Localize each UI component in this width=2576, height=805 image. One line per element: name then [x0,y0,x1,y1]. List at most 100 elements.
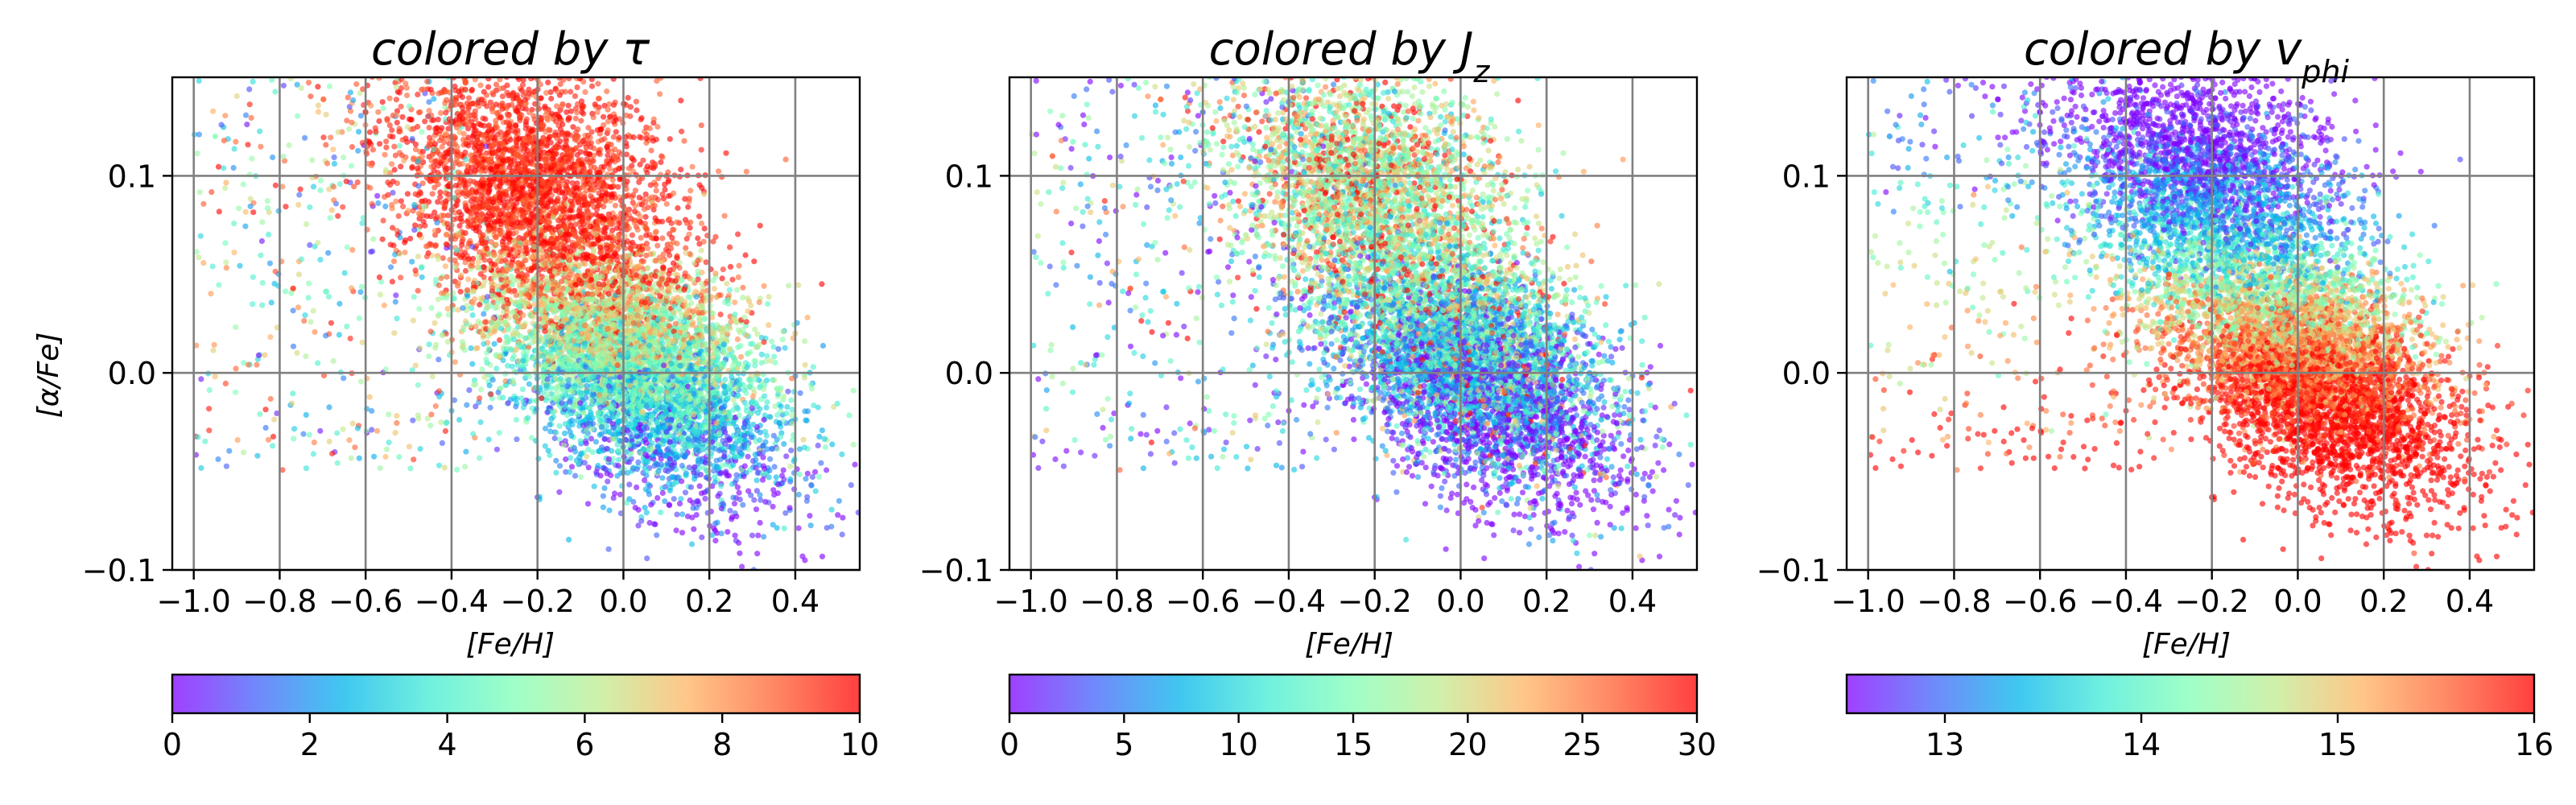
data-point [303,221,310,227]
data-point [193,342,200,349]
data-point [317,187,324,193]
data-point [291,436,297,442]
data-point [646,125,653,132]
data-point [568,464,576,470]
data-point [605,546,612,552]
data-point [807,572,812,578]
data-point [594,109,601,115]
data-point [807,522,814,529]
data-point [328,207,335,213]
data-point [642,213,649,221]
data-point [697,77,704,81]
data-point [683,245,689,251]
data-point [341,270,348,276]
data-point [786,283,792,289]
data-point [585,125,592,131]
data-point [456,223,463,229]
data-point [716,168,722,175]
data-point [752,326,758,332]
data-point [751,497,758,503]
data-point [308,27,313,32]
data-point [596,448,602,455]
data-point [778,403,784,410]
data-point [547,89,554,95]
data-point [330,357,336,364]
data-point [464,402,470,408]
data-point [271,416,278,423]
data-point [356,455,362,461]
data-point [554,103,560,109]
data-point [406,444,413,450]
data-point [770,344,777,350]
data-point [686,231,692,237]
data-point [787,463,794,469]
data-point [584,453,590,460]
data-point [572,473,579,479]
data-point [357,289,364,295]
data-point [258,252,264,258]
data-point [387,264,394,270]
data-point [505,400,511,407]
data-point [298,85,304,91]
data-point [344,324,350,330]
data-point [557,80,564,88]
data-point [352,444,358,451]
data-point [696,182,703,188]
data-point [789,407,795,413]
data-point [200,200,207,207]
data-point [258,143,264,150]
data-point [267,334,274,341]
data-point [605,478,611,485]
data-point [800,436,807,443]
data-point [317,257,324,263]
panel-tau: colored by τ −1.0 −0.8 −0.6 −0.4 −0.2 0.0 0.2 0… [32,16,879,762]
data-point [789,420,795,427]
data-point [310,451,316,457]
data-point [723,150,729,156]
data-point [477,82,484,89]
data-point [327,215,333,221]
data-point [588,192,594,199]
data-point [419,274,425,280]
data-point [432,141,439,147]
data-point [360,68,365,73]
data-point [496,430,502,436]
data-point [415,254,422,260]
data-point [386,411,392,418]
data-point [711,286,718,292]
chart-title: colored by τ [371,23,650,76]
data-point [377,291,383,298]
data-point [678,496,684,502]
data-point [584,16,590,22]
data-point [613,129,619,135]
data-point [259,302,266,308]
data-point [473,403,479,410]
data-point [313,71,319,76]
data-point [623,143,630,150]
data-point [543,142,550,149]
data-point [815,442,821,449]
data-point [606,507,613,514]
data-point [734,336,741,343]
data-point [601,114,607,120]
data-point [426,341,432,348]
data-point [542,443,548,449]
data-point [295,201,302,208]
data-point [195,434,201,440]
data-point [436,357,442,363]
data-point [762,428,769,435]
data-point [483,92,490,98]
data-point [435,296,441,303]
data-point [683,236,690,242]
data-point [326,438,332,445]
data-point [453,94,460,101]
data-point [254,361,260,368]
data-point [232,389,239,395]
data-point [588,77,595,83]
data-point [730,494,737,501]
data-point [463,448,469,455]
data-point [422,118,428,125]
data-point [506,337,512,344]
data-point [804,493,811,500]
data-point [389,279,395,285]
